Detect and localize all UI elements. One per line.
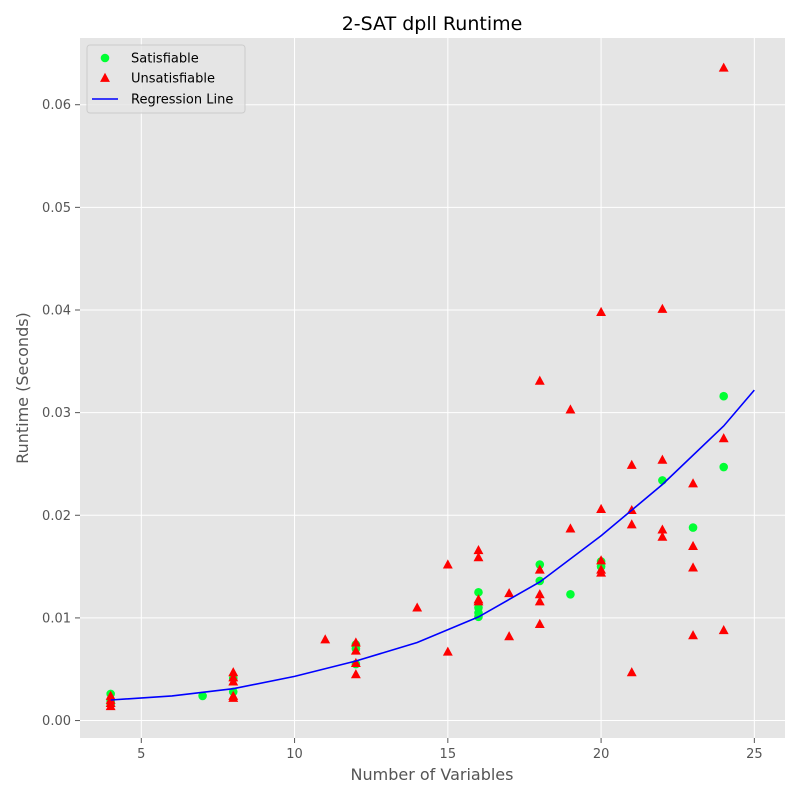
unsatisfiable-point-31: [596, 503, 607, 514]
x-tick-label-2: 15: [440, 747, 457, 762]
legend-label-2: Regression Line: [131, 93, 233, 108]
unsatisfiable-point-6: [228, 676, 239, 686]
legend-label-1: Unsatisfiable: [131, 72, 215, 87]
unsatisfiable-point-12: [350, 657, 361, 667]
y-tick-label-4: 0.04: [42, 303, 71, 318]
plot-area: 5 10 15 20 25 0.00 0.01 0.02 0.03 0.04 0.05 0.06 Sat…: [42, 38, 785, 762]
regression-line: [110, 389, 755, 701]
unsatisfiable-point-17: [473, 544, 484, 555]
unsatisfiable-point-14: [412, 602, 423, 612]
x-tick-label-0: 5: [137, 747, 145, 762]
x-tick-label-1: 10: [286, 747, 303, 762]
satisfiable-point-18: [658, 476, 667, 485]
unsatisfiable-point-15: [442, 559, 453, 569]
plot-background: [80, 38, 785, 738]
unsatisfiable-point-37: [626, 519, 637, 529]
unsatisfiable-point-21: [504, 588, 515, 598]
unsatisfiable-point-27: [534, 618, 545, 628]
unsatisfiable-point-43: [688, 478, 698, 488]
unsatisfiable-point-8: [228, 692, 239, 702]
unsatisfiable-point-49: [718, 625, 729, 635]
unsatisfiable-point-42: [657, 531, 668, 541]
unsatisfiable-point-41: [657, 524, 668, 534]
y-tick-label-2: 0.02: [42, 509, 71, 524]
unsatisfiable-point-22: [504, 631, 515, 641]
unsatisfiable-point-35: [626, 459, 637, 469]
legend-unsatisfiable-marker: [100, 72, 110, 82]
unsatisfiable-point-10: [350, 637, 361, 647]
unsatisfiable-point-29: [565, 523, 576, 533]
unsatisfiable-point-16: [442, 646, 453, 656]
satisfiable-point-20: [719, 391, 728, 401]
y-tick-label-1: 0.01: [42, 611, 71, 626]
y-tick-label-3: 0.03: [42, 406, 71, 421]
chart-title: 2-SAT dpll Runtime: [342, 13, 523, 35]
unsatisfiable-point-32: [596, 555, 607, 565]
unsatisfiable-point-40: [657, 454, 668, 464]
unsatisfiable-point-13: [350, 669, 361, 679]
unsatisfiable-point-23: [534, 375, 545, 385]
unsatisfiable-point-45: [688, 562, 698, 572]
unsatisfiable-point-30: [596, 306, 607, 316]
y-tick-label-6: 0.06: [42, 98, 71, 113]
satisfiable-point-3: [198, 691, 207, 701]
unsatisfiable-point-34: [596, 567, 607, 577]
unsatisfiable-point-18: [473, 552, 484, 562]
satisfiable-point-9: [474, 587, 483, 597]
unsatisfiable-point-44: [688, 540, 698, 550]
x-tick-label-4: 25: [746, 747, 763, 762]
satisfiable-point-19: [688, 523, 698, 532]
unsatisfiable-point-24: [534, 564, 545, 574]
unsatisfiable-point-4: [228, 667, 239, 677]
unsatisfiable-point-26: [534, 596, 545, 606]
legend-satisfiable-marker: [100, 53, 110, 63]
unsatisfiable-point-47: [718, 62, 729, 72]
y-tick-label-0: 0.00: [42, 714, 71, 729]
unsatisfiable-point-3: [105, 700, 116, 711]
legend: Satisfiable Unsatisfiable Regression Line: [86, 44, 246, 114]
x-axis-label: Number of Variables: [351, 765, 514, 784]
unsatisfiable-point-25: [534, 589, 545, 599]
unsatisfiable-point-46: [688, 630, 698, 640]
legend-box: [86, 44, 246, 114]
satisfiable-point-15: [566, 590, 575, 599]
y-axis-label: Runtime (Seconds): [13, 312, 32, 464]
y-tick-label-5: 0.05: [42, 201, 71, 216]
unsatisfiable-point-48: [718, 433, 729, 443]
unsatisfiable-point-20: [473, 596, 484, 606]
unsatisfiable-point-28: [565, 404, 576, 414]
legend-label-0: Satisfiable: [131, 52, 199, 67]
unsatisfiable-point-38: [626, 667, 637, 677]
unsatisfiable-point-9: [320, 634, 331, 644]
unsatisfiable-point-11: [350, 645, 361, 655]
unsatisfiable-point-39: [657, 303, 668, 313]
satisfiable-point-21: [719, 462, 728, 472]
x-tick-label-3: 20: [593, 747, 610, 762]
